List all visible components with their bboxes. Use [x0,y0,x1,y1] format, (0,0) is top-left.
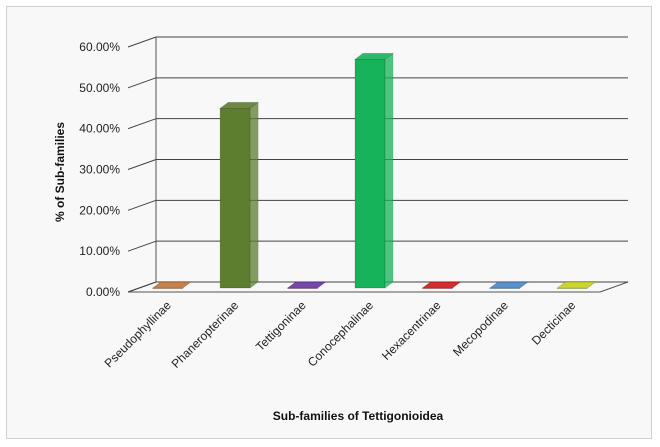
y-tick-label: 60.00% [79,40,120,54]
bar-top [354,53,394,60]
gridline-side [127,77,157,89]
bars-layer [151,52,597,289]
y-tick-label: 10.00% [79,244,120,258]
x-tick-label: Phaneropterinae [169,298,242,371]
gridline-side [127,240,157,252]
y-tick-label: 0.00% [86,285,120,299]
y-tick-label: 40.00% [79,122,120,136]
y-tick-label: 30.00% [79,163,120,177]
bar-tettigoninae [286,281,327,289]
y-axis-title: % of Sub-families [53,122,67,222]
floor-right-edge [599,281,629,293]
bar-conocephalinae [354,52,394,289]
x-tick-label: Mecopodinae [450,298,511,359]
bar-top [488,281,529,289]
bar-decticinae [556,281,597,289]
x-tick-label: Tettigoninae [253,298,309,354]
bar-phaneropterinae [219,101,260,289]
x-tick-label: Decticinae [529,298,579,348]
bar-mecopodinae [488,281,529,289]
bar-top [151,281,192,289]
bar-front [219,108,251,289]
y-tick-label: 20.00% [79,203,120,217]
bar-side [384,52,394,289]
x-tick-label: Hexacentrinae [379,298,444,363]
bar-top [556,281,597,289]
bar-top [286,281,327,289]
bar-hexacentrinae [421,281,462,289]
x-axis-title: Sub-families of Tettigonioidea [273,409,444,423]
gridline-side [127,159,157,170]
bar-pseudophyllinae [151,281,192,289]
x-tick-label: Conocephalinae [305,298,376,369]
bar-top [219,102,260,109]
y-tick-label: 50.00% [79,81,120,95]
gridline-side [127,118,157,130]
bar-front [354,59,386,289]
gridline-side [127,281,157,293]
gridline-side [127,199,157,211]
bar-side [249,101,259,289]
x-tick-label: Pseudophyllinae [102,298,174,370]
y-tick-labels: 0.00% 10.00% 20.00% 30.00% 40.00% 50.00% 60.00… [79,40,120,299]
bar-top [421,281,462,289]
gridline-side [127,36,157,48]
